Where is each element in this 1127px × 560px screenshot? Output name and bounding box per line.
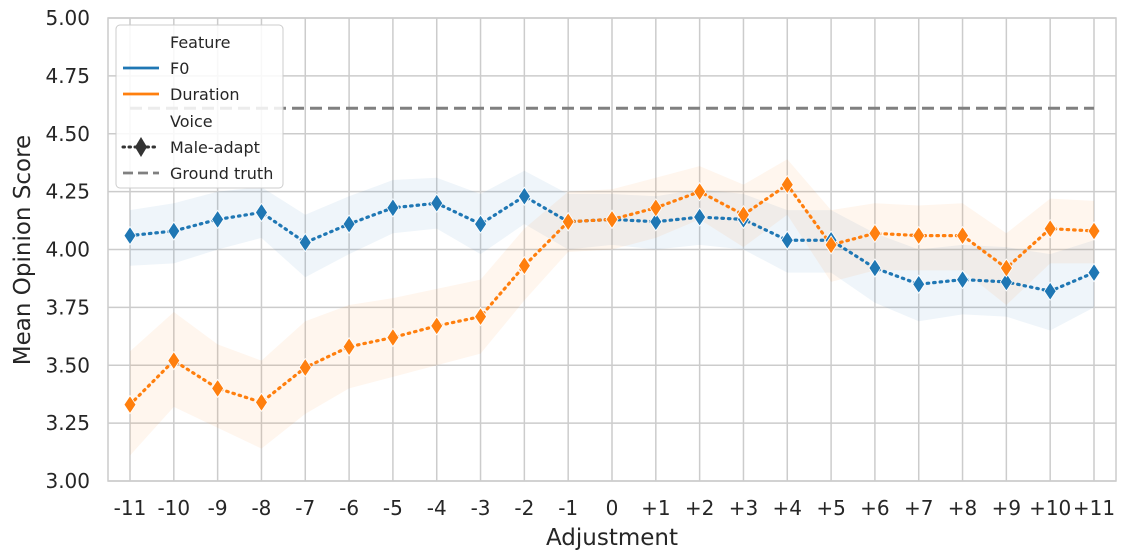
x-tick-label: +9 bbox=[992, 496, 1021, 520]
data-point-f0 bbox=[780, 230, 794, 250]
y-tick-label: 4.00 bbox=[45, 238, 90, 262]
legend-box bbox=[115, 24, 284, 189]
legend: Feature F0 Duration Voice Male-adapt Gro… bbox=[115, 24, 284, 189]
x-tick-label: +11 bbox=[1073, 496, 1115, 520]
data-point-f0 bbox=[123, 225, 137, 246]
data-point-f0 bbox=[649, 211, 663, 232]
data-point-f0 bbox=[693, 207, 707, 227]
x-tick-label: 0 bbox=[606, 496, 619, 520]
x-tick-label: +10 bbox=[1029, 496, 1071, 520]
y-tick-label: 4.25 bbox=[45, 180, 90, 204]
x-tick-label: -9 bbox=[208, 496, 228, 520]
x-tick-labels: -11 -10 -9 -8 -7 -6 -5 -4 -3 -2 -1 0 +1 +2 +3 +4 +5 +6 +7 +… bbox=[114, 496, 1115, 520]
data-point-duration bbox=[1087, 221, 1101, 241]
data-point-f0 bbox=[254, 202, 268, 223]
data-point-duration bbox=[474, 306, 488, 327]
x-tick-label: -7 bbox=[295, 496, 315, 520]
series-markers bbox=[123, 174, 1101, 415]
ci-band-duration bbox=[130, 159, 1094, 456]
data-point-f0 bbox=[430, 193, 444, 213]
x-tick-label: +3 bbox=[729, 496, 758, 520]
data-point-f0 bbox=[298, 232, 312, 253]
x-tick-label: +5 bbox=[816, 496, 845, 520]
legend-title-feature: Feature bbox=[170, 33, 230, 52]
x-tick-label: +1 bbox=[641, 496, 670, 520]
data-point-duration bbox=[342, 337, 356, 357]
data-point-duration bbox=[824, 235, 838, 255]
x-tick-label: -5 bbox=[383, 496, 403, 520]
data-point-f0 bbox=[999, 272, 1013, 292]
data-point-duration bbox=[999, 258, 1013, 278]
data-point-f0 bbox=[474, 214, 488, 234]
x-tick-label: -4 bbox=[427, 496, 447, 520]
y-tick-label: 3.00 bbox=[45, 469, 90, 493]
y-tick-label: 5.00 bbox=[45, 6, 90, 30]
y-tick-label: 3.25 bbox=[45, 411, 90, 435]
data-point-duration bbox=[386, 327, 400, 348]
legend-diamond-marker-icon bbox=[135, 137, 147, 157]
data-point-duration bbox=[298, 357, 312, 378]
data-point-f0 bbox=[386, 198, 400, 218]
legend-label-duration: Duration bbox=[170, 85, 240, 104]
legend-label-ground-truth: Ground truth bbox=[170, 164, 273, 183]
y-tick-label: 4.50 bbox=[45, 122, 90, 146]
y-tick-label: 4.75 bbox=[45, 64, 90, 88]
data-point-f0 bbox=[517, 186, 531, 206]
data-point-f0 bbox=[1087, 262, 1101, 283]
data-point-duration bbox=[167, 350, 181, 371]
x-tick-label: -11 bbox=[114, 496, 147, 520]
data-point-duration bbox=[649, 198, 663, 218]
data-point-f0 bbox=[1043, 281, 1057, 301]
data-point-f0 bbox=[956, 269, 970, 290]
data-point-f0 bbox=[912, 274, 926, 294]
x-tick-label: -8 bbox=[251, 496, 271, 520]
x-tick-label: -10 bbox=[157, 496, 190, 520]
y-tick-labels: 3.00 3.25 3.50 3.75 4.00 4.25 4.50 4.75 5.00 bbox=[45, 6, 90, 493]
data-point-duration bbox=[517, 255, 531, 276]
legend-label-male-adapt: Male-adapt bbox=[170, 138, 260, 157]
x-tick-label: +6 bbox=[860, 496, 889, 520]
data-point-f0 bbox=[211, 209, 225, 230]
data-point-duration bbox=[561, 211, 575, 232]
legend-label-f0: F0 bbox=[170, 59, 189, 78]
y-axis-title: Mean Opinion Score bbox=[10, 135, 36, 365]
x-tick-label: -1 bbox=[558, 496, 578, 520]
x-tick-label: +4 bbox=[773, 496, 802, 520]
data-point-duration bbox=[693, 181, 707, 202]
y-tick-label: 3.50 bbox=[45, 353, 90, 377]
data-point-duration bbox=[780, 174, 794, 195]
y-tick-label: 3.75 bbox=[45, 295, 90, 319]
x-tick-label: -6 bbox=[339, 496, 359, 520]
x-tick-label: +8 bbox=[948, 496, 977, 520]
data-point-duration bbox=[254, 392, 268, 413]
data-point-duration bbox=[736, 205, 750, 225]
ci-band-f0 bbox=[130, 170, 1094, 331]
data-point-duration bbox=[956, 225, 970, 246]
x-axis-title: Adjustment bbox=[546, 525, 678, 551]
data-point-duration bbox=[123, 394, 137, 415]
data-point-duration bbox=[1043, 218, 1057, 239]
data-point-duration bbox=[211, 378, 225, 399]
data-point-f0 bbox=[167, 221, 181, 241]
legend-title-voice: Voice bbox=[170, 112, 213, 131]
data-point-duration bbox=[912, 225, 926, 246]
confidence-bands bbox=[130, 159, 1094, 456]
data-point-f0 bbox=[342, 214, 356, 234]
data-point-f0 bbox=[868, 258, 882, 278]
x-tick-label: +2 bbox=[685, 496, 714, 520]
x-tick-label: -2 bbox=[514, 496, 534, 520]
data-point-duration bbox=[868, 223, 882, 244]
x-tick-label: +7 bbox=[904, 496, 933, 520]
plot-frame bbox=[107, 17, 1117, 482]
data-point-duration bbox=[605, 209, 619, 230]
data-point-duration bbox=[430, 316, 444, 336]
x-tick-label: -3 bbox=[471, 496, 491, 520]
